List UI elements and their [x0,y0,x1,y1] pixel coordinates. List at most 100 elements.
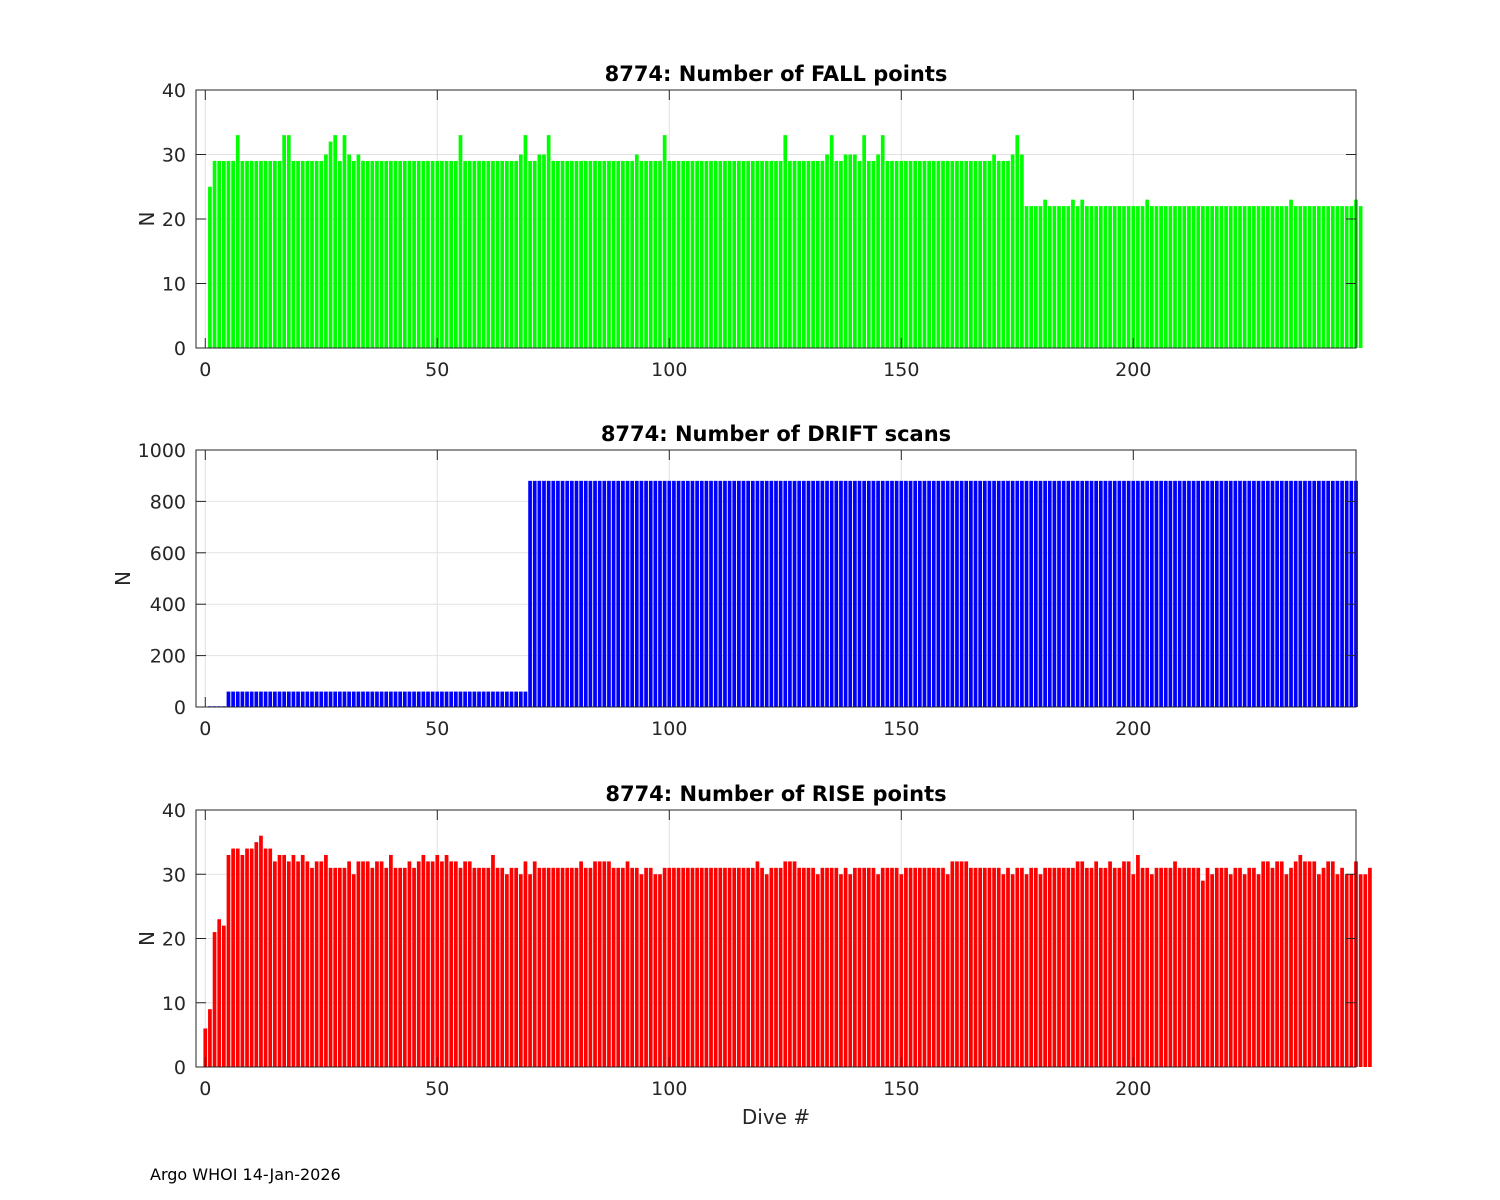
bar [927,867,931,1067]
bar [1214,867,1219,1067]
bar [1006,480,1010,707]
bar [1108,861,1112,1067]
bar [839,160,843,348]
bar [630,480,635,707]
bar [764,874,769,1067]
bar [1182,480,1187,707]
bar [1303,206,1307,348]
bar [365,160,370,348]
bar [820,160,825,348]
bar [676,867,681,1067]
bar [449,691,454,707]
bar [1196,480,1201,707]
bar [249,691,254,707]
bar [978,160,983,348]
bar [1033,206,1038,348]
bar [1275,861,1279,1067]
bar [537,154,542,348]
bar [834,160,839,348]
bar [254,691,259,707]
bar [1131,874,1136,1067]
bar [463,691,467,707]
bar [894,160,899,348]
bar [481,867,486,1067]
bar [648,480,653,707]
bar [1136,206,1140,348]
bar [1252,480,1256,707]
bar [890,160,894,348]
bar [509,867,514,1067]
bar [416,861,421,1067]
bar [936,480,941,707]
bar [862,480,867,707]
bar [1289,867,1293,1067]
bar [978,867,983,1067]
bar [1080,861,1085,1067]
bar [235,848,240,1067]
bar [463,160,467,348]
bar [945,480,950,707]
bar [1177,867,1182,1067]
bar [1140,867,1145,1067]
bar [718,160,723,348]
bar [973,160,978,348]
bar [820,480,825,707]
bar [607,480,611,707]
bar [1275,480,1279,707]
bar [899,480,904,707]
bar [1247,480,1252,707]
bar [885,160,890,348]
bar [1098,206,1103,348]
bar [672,867,676,1067]
bar [713,160,718,348]
bar [472,160,477,348]
bar [296,160,300,348]
bar [324,854,328,1067]
bar [342,135,347,348]
bar [1261,861,1266,1067]
bar [532,861,537,1067]
bar [597,480,602,707]
bar [1298,480,1303,707]
bar [1233,206,1238,348]
bar [231,691,235,707]
bar [718,867,723,1067]
bar [681,480,686,707]
bar [1261,480,1266,707]
x-tick-label: 0 [199,1078,211,1100]
bar [625,160,630,348]
bar [310,691,314,707]
bar [894,480,899,707]
bar [774,160,778,348]
bar [1015,867,1020,1067]
bar [871,160,876,348]
bar [1191,206,1196,348]
x-tick-label: 200 [1115,1078,1151,1100]
bar [277,160,282,348]
bar [324,154,328,348]
y-tick-label: 10 [162,274,186,296]
bar [1168,867,1173,1067]
bar [569,480,574,707]
bar [927,160,931,348]
bar [815,160,820,348]
bar [1149,480,1154,707]
bar [634,867,639,1067]
bar [440,861,444,1067]
bar [1335,206,1340,348]
bar [931,480,936,707]
bar [839,480,843,707]
bar [690,480,695,707]
y-tick-label: 0 [174,1057,186,1079]
bar [593,480,597,707]
bar [913,160,918,348]
bar [370,691,375,707]
bar [746,867,751,1067]
bar [1043,199,1047,348]
bar [644,867,648,1067]
bar [273,160,277,348]
bar [658,874,662,1067]
bar [1173,861,1177,1067]
bar [1214,480,1219,707]
bar [477,867,481,1067]
